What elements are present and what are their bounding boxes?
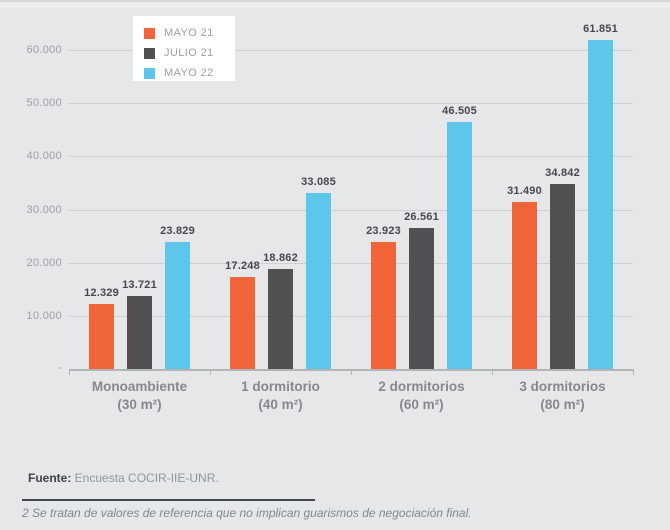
y-axis-tick-label: 20.000 (26, 256, 62, 269)
source-text: Encuesta COCIR-IIE-UNR. (71, 471, 219, 485)
legend-label: MAYO 22 (164, 67, 214, 79)
category-size: (30 m²) (117, 397, 162, 412)
bar-value-label: 17.248 (225, 260, 260, 273)
bar-value-label: 61.851 (583, 23, 618, 36)
legend-label: MAYO 21 (164, 27, 214, 39)
bar-value-label: 18.862 (263, 251, 298, 264)
bar-value-label: 23.923 (366, 224, 401, 237)
gridline (69, 209, 633, 211)
x-axis-tick (633, 369, 634, 375)
x-axis-tick (351, 369, 352, 375)
legend-item-mayo-21: MAYO 21 (144, 23, 235, 43)
category-size: (80 m²) (540, 397, 585, 412)
bar-mayo-21 (512, 201, 537, 369)
bar-mayo-22 (165, 242, 190, 369)
category-label: 3 dormitorios (80 m²) (488, 378, 638, 414)
bar-julio-21 (409, 227, 434, 369)
bar-value-label: 12.329 (84, 286, 119, 299)
bar-julio-21 (550, 183, 575, 369)
gridline (69, 156, 633, 158)
bar-value-label: 34.842 (545, 166, 580, 179)
category-name: 3 dormitorios (519, 379, 606, 394)
category-label: Monoambiente (30 m²) (65, 378, 215, 414)
y-axis-tick-label: 60.000 (26, 44, 62, 56)
category-name: Monoambiente (91, 379, 188, 394)
y-axis-tick-label: 40.000 (26, 150, 62, 163)
bar-mayo-21 (89, 303, 114, 369)
gridline (69, 103, 633, 105)
bar-value-label: 31.490 (507, 184, 542, 197)
legend-item-mayo-22: MAYO 22 (144, 63, 235, 83)
legend-swatch-mayo-21-icon (144, 27, 155, 39)
bar-value-label: 13.721 (122, 279, 157, 292)
gridline (69, 262, 633, 264)
bar-mayo-22 (447, 121, 472, 369)
legend-label: JULIO 21 (164, 47, 214, 59)
page-top-edge (0, 0, 670, 8)
source-label: Fuente: (28, 471, 72, 485)
x-axis-tick (492, 369, 493, 375)
bar-mayo-21 (230, 277, 255, 369)
x-axis-tick (69, 369, 70, 375)
bar-julio-21 (127, 296, 152, 369)
footer-divider (22, 499, 315, 501)
bar-value-label: 33.085 (301, 176, 336, 189)
x-axis-tick (210, 369, 211, 375)
bar-value-label: 23.829 (160, 225, 195, 238)
footnote-text: 2 Se tratan de valores de referencia que… (22, 506, 472, 520)
category-size: (40 m²) (258, 397, 303, 412)
bar-value-label: 46.505 (442, 104, 477, 117)
bar-mayo-22 (588, 40, 613, 369)
y-axis-tick-label: 30.000 (26, 203, 62, 216)
y-axis-tick-label: 50.000 (26, 97, 62, 110)
bar-julio-21 (268, 268, 293, 369)
category-name: 2 dormitorios (378, 379, 465, 394)
bar-mayo-21 (371, 241, 396, 369)
legend-swatch-mayo-22-icon (144, 67, 155, 79)
chart-legend: MAYO 21 JULIO 21 MAYO 22 (133, 16, 235, 81)
source-line: Fuente: Encuesta COCIR-IIE-UNR. (28, 471, 219, 485)
category-name: 1 dormitorio (241, 379, 320, 394)
category-label: 1 dormitorio (40 m²) (206, 378, 356, 414)
legend-item-julio-21: JULIO 21 (144, 43, 235, 63)
y-axis-zero-label: - (58, 362, 62, 374)
category-size: (60 m²) (399, 397, 444, 412)
gridline (69, 50, 633, 51)
legend-swatch-julio-21-icon (144, 47, 155, 59)
gridline (69, 315, 633, 317)
bar-mayo-22 (306, 193, 331, 369)
category-label: 2 dormitorios (60 m²) (347, 378, 497, 414)
y-axis-tick-label: 10.000 (26, 309, 62, 322)
bar-value-label: 26.561 (404, 210, 439, 223)
